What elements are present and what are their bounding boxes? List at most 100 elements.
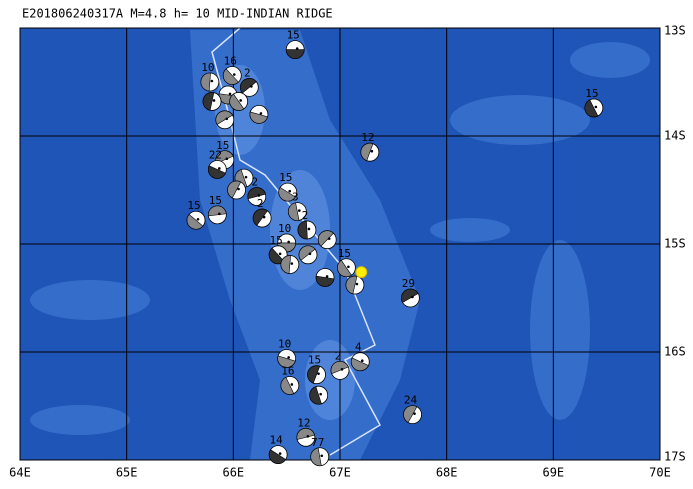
focal-mechanism [345,275,365,295]
depth-label: 10 [278,337,291,350]
beachball-quadrant [309,386,322,405]
plate-boundary [211,28,381,456]
beachball-axis [413,412,416,415]
depth-label: 15 [338,247,351,260]
focal-mechanism [309,385,329,405]
depth-label: 16 [224,55,237,68]
beachball-axis [319,392,322,396]
beachball-axis [411,295,414,299]
focal-mechanism [310,447,330,467]
depth-label: 16 [281,364,294,377]
beachball-axis [262,215,266,219]
focal-mechanism [315,268,335,287]
depth-label: 2 [257,197,264,210]
depth-label: 2 [302,209,309,222]
depth-label: 12 [361,131,374,144]
depth-label: 2 [335,349,342,362]
x-tick-label: 66E [222,466,244,480]
focal-mechanism [298,245,318,265]
beachball-quadrant [296,428,315,440]
y-tick-label: 17S [664,450,686,464]
beachball-axis [225,117,229,121]
focal-mechanism [252,208,272,228]
beachball-quadrant [215,110,233,125]
beachball-quadrant [297,220,308,240]
depth-label: 10 [278,222,291,235]
beachball-axis [360,359,364,363]
y-tick-label: 14S [664,129,686,143]
beachball-axis [320,454,324,458]
beachball-quadrant [403,405,418,423]
focal-mechanism [307,365,326,385]
focal-mechanism [202,92,222,111]
depth-label: 10 [201,61,214,74]
beachball-quadrant [186,214,204,230]
beachball-quadrant [252,208,268,226]
map-title: E201806240317A M=4.8 h= 10 MID-INDIAN RI… [22,7,333,21]
beachball-quadrant [278,186,296,202]
beachball-quadrant [208,205,227,217]
focal-mechanism [247,187,267,206]
beachball-axis [287,240,290,244]
beachball-quadrant [202,92,215,111]
beachball-quadrant [337,259,352,278]
beachball-axis [288,189,292,193]
beachball-axis [306,435,310,438]
beachball-quadrant [317,230,334,247]
y-tick-label: 16S [664,345,686,359]
focal-mechanism [280,255,300,274]
depth-label: 4 [355,341,362,354]
beachball-quadrant [351,357,369,371]
depth-label: 12 [297,416,310,429]
beachball-axis [355,282,359,286]
beachball-axis [259,112,263,115]
focal-mechanism [317,230,337,250]
depth-label: 2 [244,66,251,79]
event-marker [355,266,368,279]
beachball-axis [307,227,311,231]
beachball-axis [298,209,301,212]
x-tick-label: 64E [9,466,31,480]
focal-mechanism [297,220,317,240]
beachball-axis [290,383,294,386]
beachball-quadrant [222,68,239,85]
beachball-axis [218,212,221,216]
focal-mechanism [249,105,269,124]
beachball-axis [225,157,229,161]
beachball-axis [278,252,282,256]
depth-label: 15 [187,199,200,212]
beachball-quadrant [360,142,374,162]
focal-mechanism [215,110,235,130]
focal-mechanism [207,205,227,225]
beachball-axis [340,368,344,371]
depth-label: 15 [279,171,292,184]
focal-mechanism [296,427,316,447]
beachball-quadrant [401,288,419,303]
focal-mechanism [403,405,422,425]
depth-label: 3 [292,191,299,204]
focal-mechanism [287,202,307,222]
beachball-quadrant [285,49,305,59]
beachball-axis [325,275,329,278]
beachball-quadrant [249,111,268,124]
focal-mechanism [277,349,297,368]
depth-label: 15 [270,234,283,247]
x-tick-label: 68E [436,466,458,480]
depth-label: 14 [270,434,284,447]
beachball-axis [287,356,290,359]
depth-label: 22 [209,148,222,161]
focal-mechanism [207,160,227,179]
beachball-quadrant [277,355,296,368]
beachball-axis [232,73,236,76]
beachball-axis [244,175,248,179]
beachball-axis [250,85,253,88]
beachball-axis [594,105,598,109]
beachball-quadrant [227,180,242,199]
focal-mechanism [186,210,206,230]
beachball-axis [239,99,242,102]
focal-mechanism [285,40,305,59]
beachball-axis [278,452,282,455]
beachball-axis [327,237,331,240]
